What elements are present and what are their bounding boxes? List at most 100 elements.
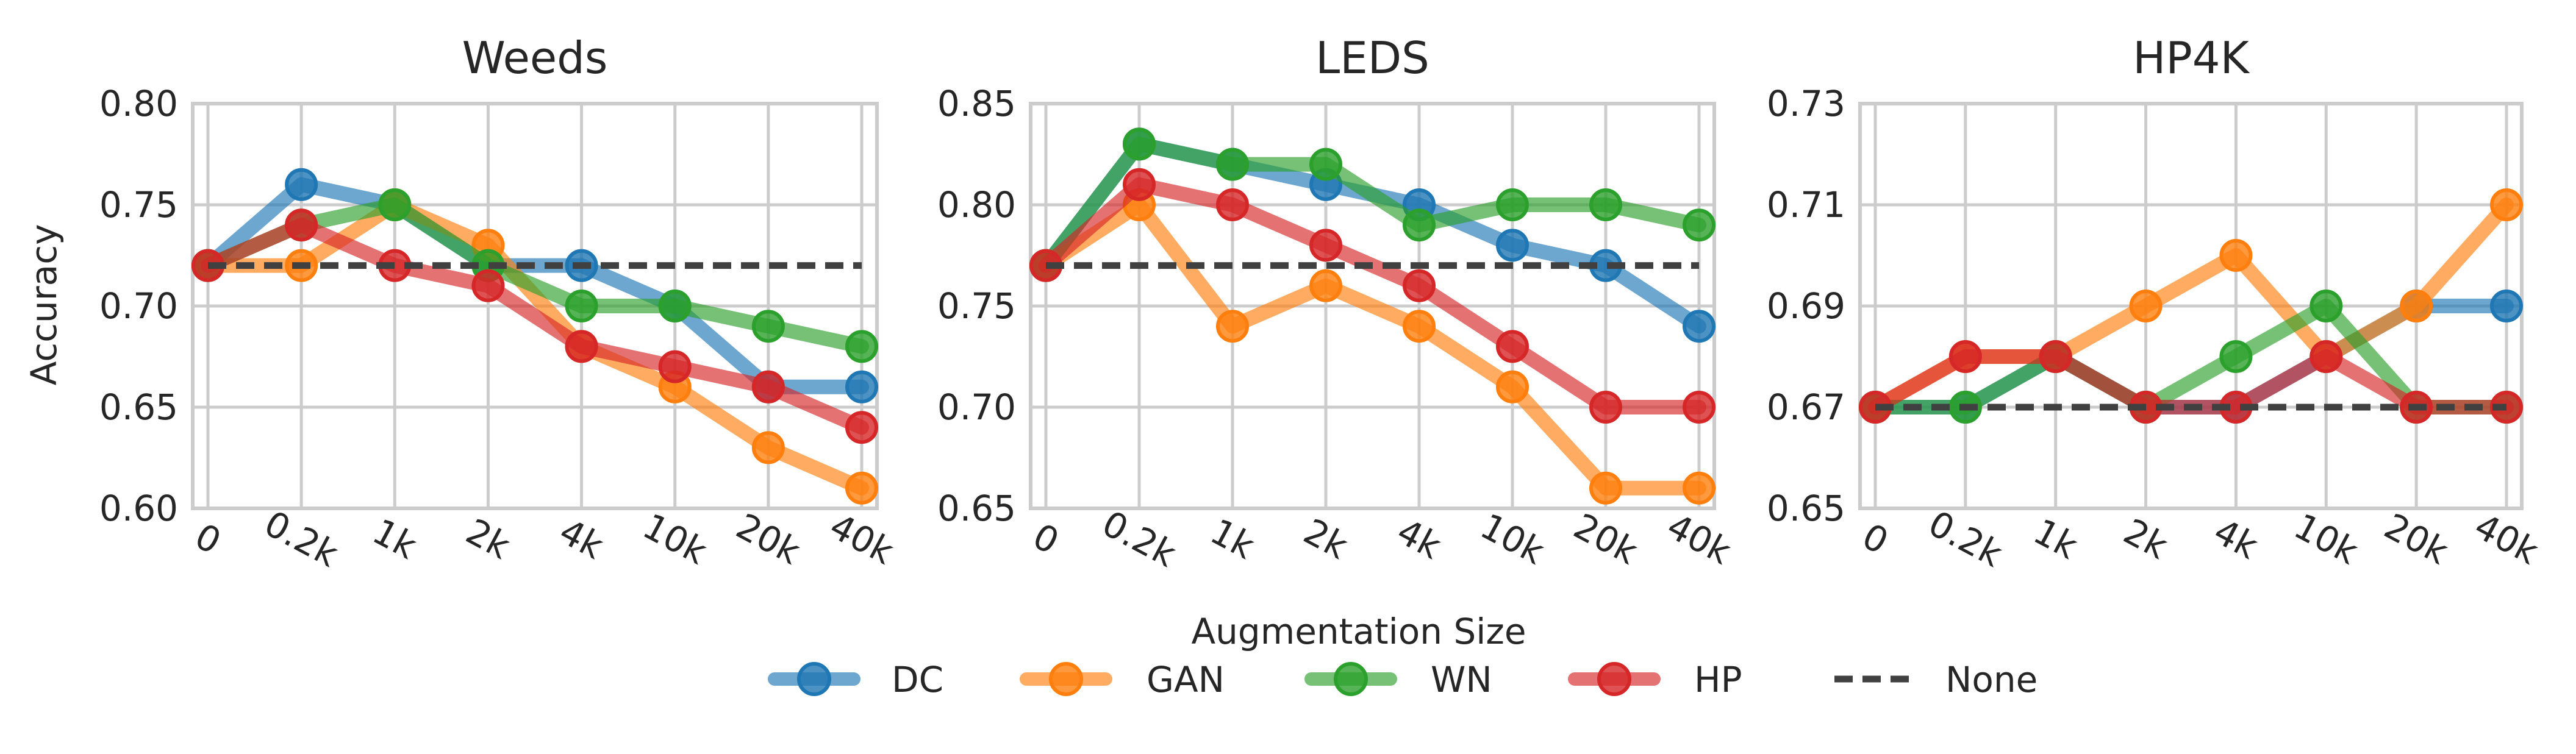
- weeds-xtick-2k: 2k: [459, 510, 517, 567]
- leds-point-wn-20k: [1589, 188, 1622, 221]
- y-axis-label: Accuracy: [23, 224, 65, 386]
- legend-item-wn: WN: [1304, 659, 1492, 700]
- hp4k-point-hp-0-2k: [1948, 340, 1982, 373]
- hp4k-xtick-20k: 20k: [2378, 505, 2455, 573]
- hp4k-xtick-10k: 10k: [2288, 505, 2365, 573]
- leds-point-hp-0-2k: [1123, 168, 1156, 201]
- weeds-point-dc-0-2k: [285, 168, 318, 201]
- leds-point-dc-10k: [1496, 229, 1529, 262]
- leds-xtick-2k: 2k: [1297, 510, 1355, 567]
- weeds-point-hp-20k: [751, 370, 785, 404]
- weeds-xtick-1k: 1k: [366, 510, 424, 567]
- legend-item-hp: HP: [1568, 659, 1742, 700]
- legend: DC GAN WN HP None: [768, 659, 2038, 700]
- leds-point-hp-2k: [1309, 229, 1342, 262]
- leds-axes: 0.65 0.70 0.75 0.80 0.85 0 0.2k 1k 2k 4k 10k 20k 40k: [937, 83, 1738, 575]
- hp4k-ytick-0-65: 0.65: [1767, 488, 1845, 529]
- weeds-xtick-4k: 4k: [553, 510, 610, 567]
- leds-point-wn-1k: [1216, 148, 1249, 181]
- leds-ytick-0-85: 0.85: [937, 83, 1016, 124]
- leds-xtick-1k: 1k: [1204, 510, 1262, 567]
- weeds-point-hp-4k: [565, 330, 598, 363]
- leds-point-wn-0-2k: [1123, 127, 1156, 161]
- weeds-ytick-0-60: 0.60: [99, 488, 178, 529]
- hp4k-ytick-0-73: 0.73: [1767, 83, 1845, 124]
- weeds-point-hp-0-2k: [285, 208, 318, 242]
- leds-point-gan-20k: [1589, 471, 1622, 505]
- hp4k-ytick-0-67: 0.67: [1767, 386, 1845, 428]
- hp4k-xtick-40k: 40k: [2468, 505, 2546, 573]
- leds-xtick-0-2k: 0.2k: [1095, 502, 1182, 575]
- leds-xtick-0: 0: [1026, 515, 1066, 562]
- leds-point-gan-2k: [1309, 269, 1342, 302]
- weeds-title: Weeds: [462, 32, 608, 84]
- leds-xtick-10k: 10k: [1474, 505, 1551, 573]
- legend-label-hp: HP: [1694, 659, 1742, 700]
- weeds-xtick-40k: 40k: [823, 505, 901, 573]
- panel-hp4k: 0.65 0.67 0.69 0.71 0.73 0 0.2k 1k 2k 4k 10k 20k 40k…: [1767, 32, 2546, 575]
- hp4k-point-wn-10k: [2309, 290, 2343, 322]
- leds-frame: [1029, 102, 1716, 510]
- leds-point-wn-10k: [1496, 188, 1529, 221]
- weeds-xtick-20k: 20k: [729, 505, 807, 573]
- weeds-ytick-0-70: 0.70: [99, 285, 178, 327]
- leds-point-wn-4k: [1403, 208, 1436, 242]
- weeds-ytick-0-75: 0.75: [99, 184, 178, 226]
- hp4k-xtick-4k: 4k: [2207, 510, 2265, 567]
- hp4k-point-wn-4k: [2219, 340, 2253, 373]
- weeds-point-hp-40k: [845, 411, 878, 444]
- leds-point-hp-10k: [1496, 330, 1529, 363]
- leds-ytick-0-70: 0.70: [937, 386, 1016, 428]
- weeds-point-wn-40k: [845, 330, 878, 363]
- panel-leds: 0.65 0.70 0.75 0.80 0.85 0 0.2k 1k 2k 4k 10k 20k 40k…: [937, 32, 1738, 575]
- leds-title: LEDS: [1315, 32, 1429, 84]
- leds-point-dc-40k: [1683, 310, 1716, 343]
- hp4k-point-hp-10k: [2309, 340, 2343, 373]
- weeds-xtick-0: 0: [188, 515, 228, 562]
- weeds-ytick-0-65: 0.65: [99, 386, 178, 428]
- hp4k-point-gan-20k: [2400, 290, 2433, 322]
- legend-label-dc: DC: [892, 659, 943, 700]
- leds-point-hp-20k: [1589, 391, 1622, 424]
- leds-point-wn-2k: [1309, 148, 1342, 181]
- leds-point-gan-10k: [1496, 370, 1529, 404]
- weeds-xtick-10k: 10k: [636, 505, 714, 573]
- hp4k-xtick-0-2k: 0.2k: [1922, 502, 2009, 575]
- weeds-point-wn-10k: [658, 290, 692, 322]
- hp4k-point-hp-1k: [2039, 340, 2072, 373]
- weeds-point-wn-20k: [751, 310, 785, 343]
- legend-label-none: None: [1945, 659, 2038, 700]
- weeds-frame: [191, 102, 879, 510]
- weeds-ytick-0-80: 0.80: [99, 83, 178, 124]
- weeds-point-hp-10k: [658, 350, 692, 383]
- weeds-axes: 0.60 0.65 0.70 0.75 0.80 0 0.2k 1k 2k 4k 10k 20k 40k: [99, 83, 901, 575]
- leds-point-hp-40k: [1683, 391, 1716, 424]
- weeds-line-gan: [201, 197, 869, 496]
- legend-item-gan: GAN: [1020, 659, 1225, 700]
- hp4k-xtick-1k: 1k: [2027, 510, 2085, 567]
- hp4k-point-gan-4k: [2219, 239, 2253, 272]
- hp4k-xtick-0: 0: [1856, 515, 1895, 562]
- legend-item-dc: DC: [768, 659, 943, 700]
- hp4k-ytick-0-69: 0.69: [1767, 285, 1845, 327]
- hp4k-point-gan-40k: [2490, 188, 2523, 221]
- weeds-point-wn-1k: [378, 188, 412, 221]
- panel-weeds: 0.60 0.65 0.70 0.75 0.80 0 0.2k 1k 2k 4k 10k 20k 40k…: [99, 32, 901, 575]
- hp4k-point-gan-2k: [2129, 290, 2163, 322]
- leds-point-wn-40k: [1683, 208, 1716, 242]
- leds-point-gan-4k: [1403, 310, 1436, 343]
- leds-point-hp-1k: [1216, 188, 1249, 221]
- leds-ytick-0-65: 0.65: [937, 488, 1016, 529]
- leds-point-gan-1k: [1216, 310, 1249, 343]
- weeds-point-wn-4k: [565, 290, 598, 322]
- leds-ytick-0-75: 0.75: [937, 285, 1016, 327]
- hp4k-axes: 0.65 0.67 0.69 0.71 0.73 0 0.2k 1k 2k 4k 10k 20k 40k: [1767, 83, 2546, 575]
- x-axis-label: Augmentation Size: [1191, 611, 1526, 652]
- hp4k-ytick-0-71: 0.71: [1767, 184, 1845, 226]
- hp4k-point-dc-40k: [2490, 290, 2523, 322]
- leds-xtick-20k: 20k: [1567, 505, 1645, 573]
- leds-xtick-40k: 40k: [1661, 505, 1738, 573]
- leds-line-gan: [1039, 197, 1706, 496]
- leds-point-gan-40k: [1683, 471, 1716, 505]
